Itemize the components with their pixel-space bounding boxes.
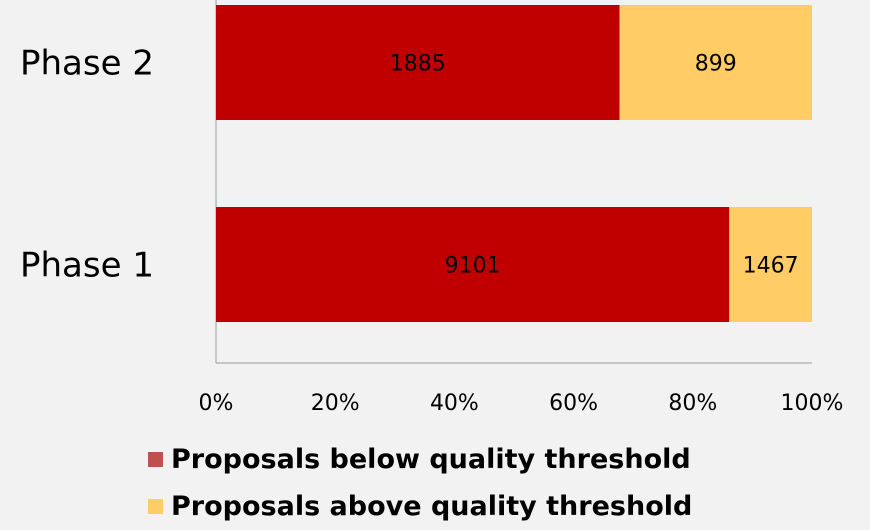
data-label: 1885 [390,52,446,77]
legend-item-above: Proposals above quality threshold [148,483,692,530]
legend: Proposals below quality threshold Propos… [148,436,692,530]
legend-item-below: Proposals below quality threshold [148,436,692,483]
data-label: 1467 [743,254,799,279]
x-tick-label: 0% [199,391,234,416]
legend-swatch-below [148,452,163,467]
legend-label-below: Proposals below quality threshold [171,444,691,475]
x-tick-label: 100% [781,391,844,416]
x-ticks-group: 0% 20% 40% 60% 80% 100% [199,391,844,416]
legend-label-above: Proposals above quality threshold [171,491,693,522]
legend-swatch-above [148,499,163,514]
data-label: 9101 [445,254,501,279]
bars-group: Phase 2 1885 899 Phase 1 9101 1467 [20,5,812,322]
x-tick-label: 40% [430,391,479,416]
bar-segment [216,5,620,120]
x-tick-label: 80% [668,391,717,416]
bar-segment [729,207,812,322]
x-tick-label: 60% [549,391,598,416]
x-tick-label: 20% [311,391,360,416]
data-label: 899 [695,52,737,77]
bar-segment [216,207,730,322]
bar-segment [619,5,812,120]
category-label: Phase 1 [20,246,154,286]
category-label: Phase 2 [20,44,154,84]
